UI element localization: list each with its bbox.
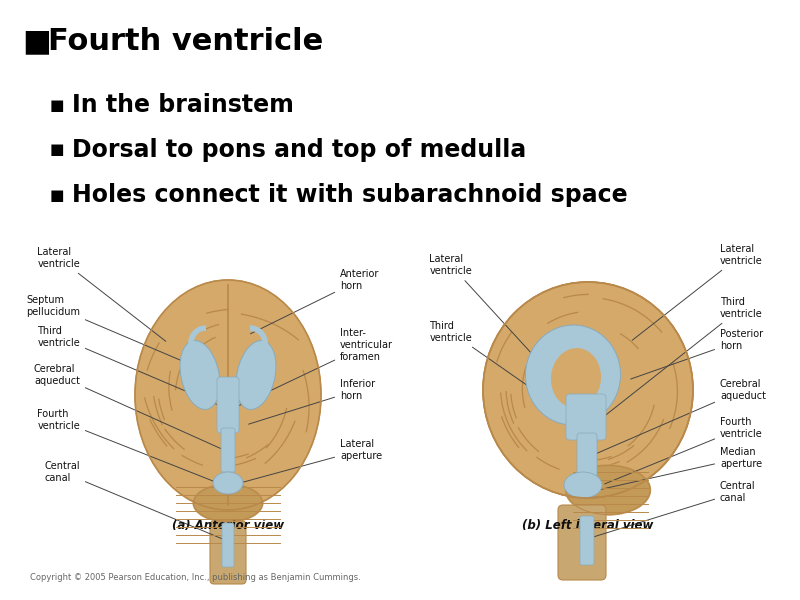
FancyBboxPatch shape xyxy=(580,516,594,565)
Text: Inferior
horn: Inferior horn xyxy=(249,379,375,424)
Text: Median
aperture: Median aperture xyxy=(601,447,762,490)
Ellipse shape xyxy=(551,348,601,408)
Text: (b) Left lateral view: (b) Left lateral view xyxy=(522,518,654,532)
Text: Dorsal to pons and top of medulla: Dorsal to pons and top of medulla xyxy=(72,138,526,162)
FancyBboxPatch shape xyxy=(558,505,606,580)
Text: Posterior
horn: Posterior horn xyxy=(630,329,763,379)
Text: Third
ventricle: Third ventricle xyxy=(604,297,762,416)
Text: Fourth ventricle: Fourth ventricle xyxy=(48,28,323,56)
Text: Lateral
aperture: Lateral aperture xyxy=(242,439,382,482)
Ellipse shape xyxy=(236,341,276,409)
Ellipse shape xyxy=(213,472,243,494)
Text: Anterior
horn: Anterior horn xyxy=(250,269,379,334)
Text: Copyright © 2005 Pearson Education, Inc., publishing as Benjamin Cummings.: Copyright © 2005 Pearson Education, Inc.… xyxy=(30,574,361,583)
Ellipse shape xyxy=(483,282,693,498)
Ellipse shape xyxy=(180,341,220,409)
Text: ■: ■ xyxy=(50,97,65,113)
Text: Cerebral
aqueduct: Cerebral aqueduct xyxy=(595,379,766,454)
Text: ■: ■ xyxy=(50,142,65,157)
Text: Cerebral
aqueduct: Cerebral aqueduct xyxy=(34,364,222,449)
Ellipse shape xyxy=(193,484,263,522)
Text: Fourth
ventricle: Fourth ventricle xyxy=(38,409,215,482)
FancyBboxPatch shape xyxy=(217,377,239,433)
Text: Holes connect it with subarachnoid space: Holes connect it with subarachnoid space xyxy=(72,183,628,207)
FancyBboxPatch shape xyxy=(221,428,235,472)
Text: Lateral
ventricle: Lateral ventricle xyxy=(430,254,531,353)
Text: Third
ventricle: Third ventricle xyxy=(38,326,221,406)
Text: Central
canal: Central canal xyxy=(593,481,756,537)
Text: Inter-
ventricular
foramen: Inter- ventricular foramen xyxy=(238,328,393,406)
FancyBboxPatch shape xyxy=(577,433,597,477)
Ellipse shape xyxy=(566,465,650,515)
Text: (a) Anterior view: (a) Anterior view xyxy=(172,518,284,532)
Ellipse shape xyxy=(526,325,621,425)
Text: Central
canal: Central canal xyxy=(44,461,222,539)
FancyBboxPatch shape xyxy=(222,523,234,567)
Ellipse shape xyxy=(135,280,321,510)
Text: Lateral
ventricle: Lateral ventricle xyxy=(632,244,762,340)
Text: Fourth
ventricle: Fourth ventricle xyxy=(605,417,762,484)
Text: ■: ■ xyxy=(22,28,51,56)
Text: Third
ventricle: Third ventricle xyxy=(430,321,572,416)
FancyBboxPatch shape xyxy=(210,521,246,584)
Ellipse shape xyxy=(564,472,602,498)
Text: In the brainstem: In the brainstem xyxy=(72,93,294,117)
Text: Septum
pellucidum: Septum pellucidum xyxy=(26,295,218,376)
FancyBboxPatch shape xyxy=(566,394,606,440)
Text: Lateral
ventricle: Lateral ventricle xyxy=(38,247,166,341)
Text: ■: ■ xyxy=(50,187,65,202)
